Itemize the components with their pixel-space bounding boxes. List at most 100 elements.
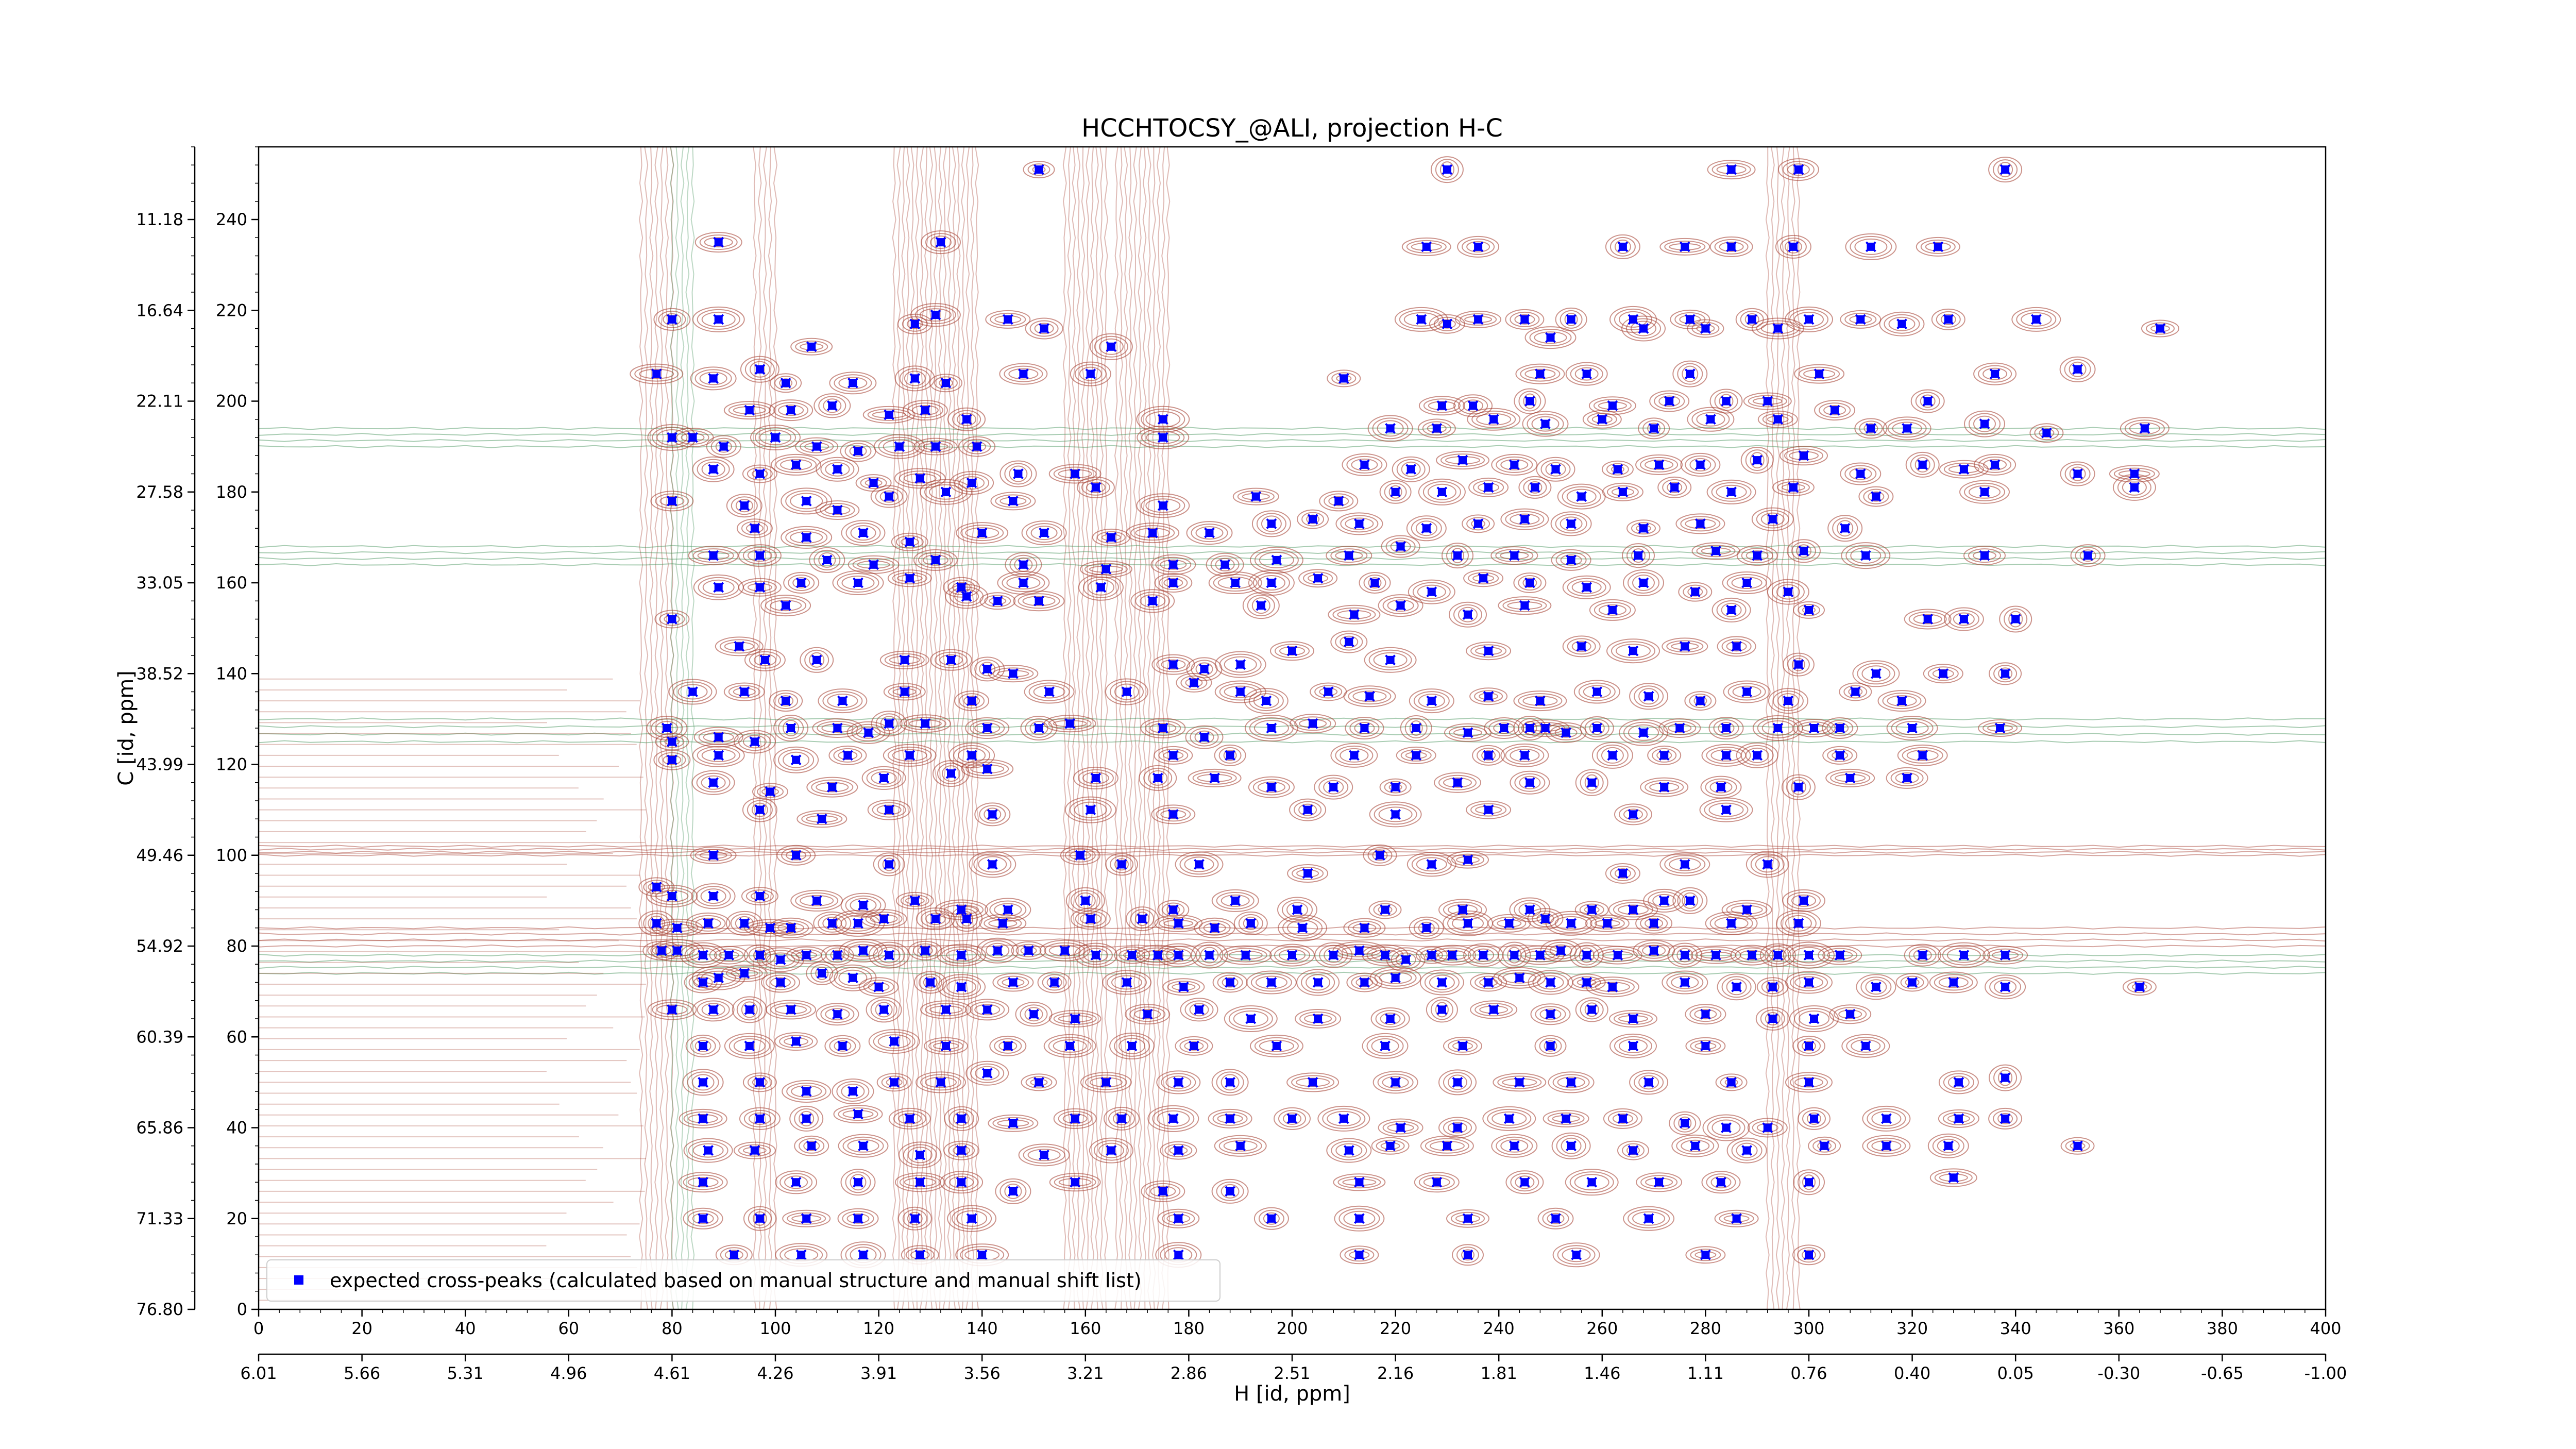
- cross-peak-marker: [1607, 400, 1618, 411]
- cross-peak-marker: [1033, 164, 1044, 175]
- cross-peak-marker: [1307, 514, 1318, 525]
- cross-peak-marker: [956, 1176, 967, 1188]
- cross-peak-marker: [1411, 722, 1422, 734]
- cross-peak-marker: [981, 1004, 993, 1015]
- cross-peak-marker: [1772, 950, 1784, 961]
- cross-peak-marker: [1411, 750, 1422, 761]
- cross-peak-marker: [811, 654, 822, 666]
- cross-peak-marker: [739, 968, 750, 979]
- cross-peak-marker: [1855, 314, 1866, 325]
- cross-peak-marker: [966, 695, 977, 706]
- cross-peak-marker: [899, 686, 910, 697]
- cross-peak-marker: [1793, 164, 1804, 175]
- x-ppm-tick-label: -1.00: [2304, 1363, 2347, 1383]
- x-index-tick-label: 340: [2000, 1319, 2031, 1338]
- cross-peak-marker: [1157, 432, 1168, 443]
- cross-peak-marker: [1731, 641, 1742, 652]
- cross-peak-marker: [1064, 718, 1076, 729]
- cross-peak-marker: [1839, 523, 1851, 534]
- cross-peak-marker: [656, 945, 667, 956]
- cross-peak-marker: [1070, 1176, 1081, 1188]
- cross-peak-marker: [1716, 782, 1726, 793]
- cross-peak-marker: [945, 768, 957, 779]
- cross-peak-marker: [1808, 722, 1820, 734]
- cross-peak-marker: [1126, 950, 1138, 961]
- cross-peak-marker: [1312, 977, 1324, 988]
- cross-peak-marker: [1106, 532, 1117, 543]
- cross-peak-marker: [1566, 314, 1577, 325]
- cross-peak-marker: [1142, 1008, 1153, 1020]
- cross-peak-marker: [884, 491, 895, 502]
- cross-peak-marker: [868, 477, 879, 488]
- cross-peak-marker: [837, 1040, 848, 1052]
- cross-peak-marker: [1023, 945, 1034, 956]
- cross-peak-marker: [904, 536, 916, 548]
- cross-peak-marker: [1436, 400, 1448, 411]
- cross-peak-marker: [956, 1113, 967, 1124]
- cross-peak-marker: [956, 981, 967, 992]
- cross-peak-marker: [940, 486, 952, 498]
- cross-peak-marker: [1353, 1213, 1365, 1224]
- cross-peak-marker: [848, 377, 858, 389]
- cross-peak-marker: [1540, 722, 1551, 734]
- contour-layer: [259, 147, 2326, 1309]
- cross-peak-marker: [1462, 727, 1473, 738]
- cross-peak-marker: [744, 1040, 755, 1052]
- x-index-tick-label: 40: [455, 1319, 476, 1338]
- cross-peak-marker: [1535, 950, 1546, 961]
- cross-peak-marker: [1658, 750, 1670, 761]
- cross-peak-marker: [981, 1068, 993, 1079]
- cross-peak-marker: [1343, 550, 1354, 561]
- y-ppm-tick-label: 54.92: [136, 936, 183, 956]
- cross-peak-marker: [1540, 418, 1551, 429]
- cross-peak-marker: [2010, 614, 2021, 625]
- cross-peak-marker: [1586, 1176, 1598, 1188]
- cross-peak-marker: [1566, 554, 1577, 566]
- cross-peak-marker: [754, 550, 766, 561]
- cross-peak-marker: [723, 950, 735, 961]
- cross-peak-marker: [1870, 491, 1882, 502]
- cross-peak-marker: [1803, 1076, 1815, 1088]
- cross-peak-marker: [992, 595, 1003, 606]
- cross-peak-marker: [1116, 1113, 1127, 1124]
- cross-peak-marker: [1462, 1249, 1473, 1260]
- cross-peak-marker: [2072, 468, 2083, 479]
- cross-peak-marker: [1519, 1176, 1530, 1188]
- cross-peak-marker: [666, 754, 677, 766]
- cross-peak-marker: [754, 1113, 766, 1124]
- cross-peak-marker: [1803, 950, 1815, 961]
- cross-peak-marker: [1157, 722, 1168, 734]
- cross-peak-marker: [1173, 1213, 1184, 1224]
- cross-peak-marker: [1689, 1140, 1701, 1152]
- cross-peak-marker: [909, 895, 921, 906]
- cross-peak-marker: [853, 1213, 863, 1224]
- cross-peak-marker: [1359, 722, 1370, 734]
- cross-peak-marker: [1612, 464, 1623, 475]
- cross-peak-marker: [1865, 423, 1876, 434]
- cross-peak-marker: [1591, 722, 1603, 734]
- cross-peak-marker: [1571, 1249, 1582, 1260]
- cross-peak-marker: [1167, 559, 1179, 570]
- cross-peak-marker: [739, 918, 750, 929]
- cross-peak-marker: [1167, 904, 1179, 915]
- y-ppm-tick-label: 49.46: [136, 846, 183, 865]
- cross-peak-marker: [1689, 586, 1701, 598]
- cross-peak-marker: [1225, 1113, 1236, 1124]
- cross-peak-marker: [1844, 1008, 1856, 1020]
- cross-peak-marker: [1870, 668, 1882, 679]
- x-ppm-tick-label: 3.91: [860, 1363, 897, 1383]
- x-ppm-tick-label: 1.46: [1584, 1363, 1620, 1383]
- x-index-tick-label: 80: [662, 1319, 683, 1338]
- cross-peak-marker: [1090, 482, 1101, 493]
- y-ppm-tick-label: 22.11: [136, 392, 183, 411]
- cross-peak-marker: [775, 977, 786, 988]
- cross-peak-marker: [1147, 595, 1158, 606]
- cross-peak-marker: [1529, 482, 1540, 493]
- cross-peak-marker: [1721, 722, 1732, 734]
- cross-peak-marker: [1726, 241, 1737, 252]
- cross-peak-marker: [1250, 491, 1262, 502]
- cross-peak-marker: [1679, 241, 1690, 252]
- cross-peak-marker: [1328, 782, 1339, 793]
- cross-peak-marker: [858, 1249, 869, 1260]
- cross-peak-marker: [1979, 418, 1990, 429]
